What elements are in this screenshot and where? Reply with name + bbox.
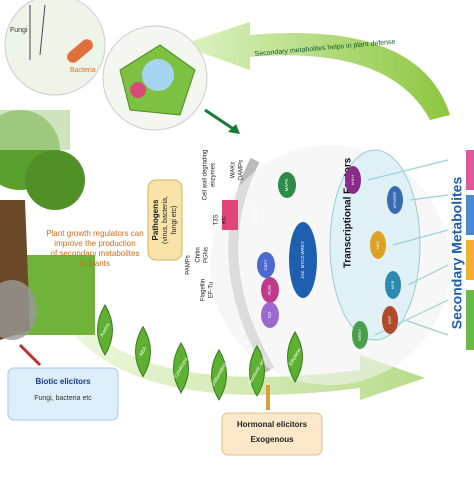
tf-arrow [409,194,449,201]
pathogens-label: (virus, bacteria, [162,196,169,244]
bacteria-label: Bacteria [70,67,96,74]
signal-label: T3S [214,214,220,225]
signal-label: etc [222,216,228,224]
pgr-note: in plants [80,259,110,268]
sm-mark [466,150,474,190]
effectors-label: Effectors [252,205,258,225]
signal-label: WAKs [231,162,237,178]
signal-label: Cell wall degrading [203,150,209,201]
tf-node [352,321,368,349]
pathogens-box [147,179,183,261]
leaf [135,325,151,378]
signal-label: Flagellin [201,279,207,301]
signal-label: Chitin [196,247,202,262]
fungi-label: Fungi [10,27,28,34]
signal-node-label: JAZ, MYC2,WRKY [300,241,305,279]
signal-label: PAMPs [186,255,192,275]
signal-label: enzymes [211,163,217,187]
tf-arrow [407,264,449,286]
tf-label: NAC [375,241,380,250]
pgr-note: improve the production [54,239,135,248]
signal-label: DAMPs [239,160,245,180]
signal-node-label: MAPK [284,179,289,192]
hormonal-title: Hormonal elicitors [237,420,308,429]
biotic-title: Biotic elicitors [35,377,91,386]
biotic-subtitle: Fungi, bacteria etc [34,395,92,402]
arrow-head [228,124,240,134]
bacterium [67,39,93,63]
sm-label: Secondary Metabolites [449,177,465,330]
signal-node-label: NO [267,311,272,318]
tf-label: MYB [390,280,395,289]
signal-node [278,172,296,198]
tf-arrow [392,229,449,246]
pathogens-label: fungi etc) [171,206,178,235]
defense-arrow [180,22,450,120]
hormonal-box [221,412,323,456]
leaf-tissue [0,110,70,150]
sm-mark [466,240,474,280]
vacuole [142,59,174,91]
tf-label: WRKY [357,329,362,341]
pathogens-label: Pathogens [151,199,160,240]
tf-label: AP2/ERF [392,191,397,208]
signal-label: EF-Tu [209,282,215,298]
signal-node-label: ROS [267,285,272,295]
tf-node [385,271,401,299]
pgr-note: of secondary metabolites [51,249,140,258]
signal-node [261,302,279,328]
canopy [25,150,85,210]
signal-node [257,252,275,278]
sm-mark [466,195,474,235]
signal-hub [289,222,317,298]
tf-label: bZIP [387,315,392,324]
sm-mark [466,290,474,350]
effectors-box [222,200,238,230]
tf-node [345,166,361,194]
hormone-label: ABA [138,345,149,357]
leaf [211,348,227,401]
tf-node [382,306,398,334]
roots [0,280,37,340]
leaf [287,330,303,383]
tf-label: bHLH [350,175,355,185]
tf-arrow [367,159,449,181]
arrow [18,343,42,367]
signal-label: PGNs [204,247,210,263]
signal-node [261,277,279,303]
hormonal-subtitle: Exogenous [250,435,294,444]
leaf [249,344,265,397]
tf-arrow [404,319,449,336]
tf-title: Transcriptional Factors [343,157,354,268]
tf-node [370,231,386,259]
leaf [97,304,113,356]
leaf [173,341,189,394]
hypha [39,4,46,56]
nucleus [130,82,146,98]
biotic-box [7,367,119,421]
signal-node-label: Ca2+ [263,259,268,270]
pgr-note: Plant growth regulators can [46,229,143,238]
tf-node [387,186,403,214]
arrow [204,108,236,132]
